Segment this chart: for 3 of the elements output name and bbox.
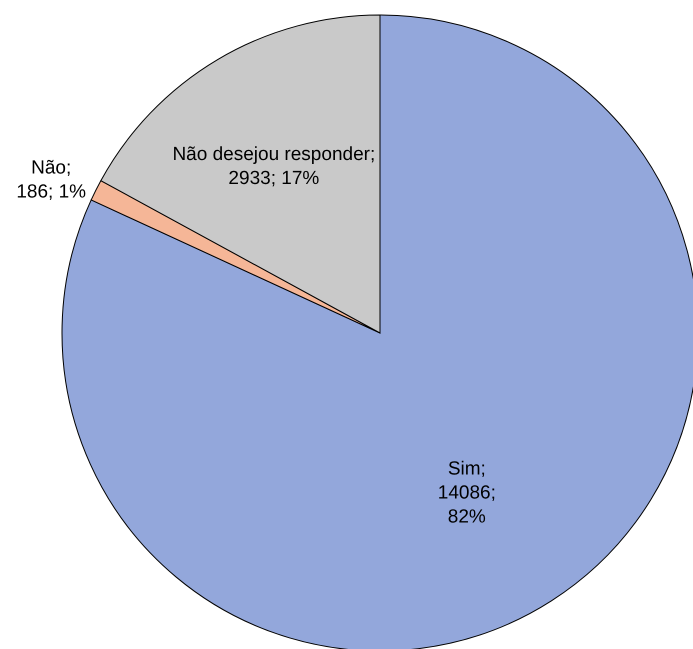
slice-label: Não; 186; 1%: [16, 158, 86, 203]
slice-label: Sim; 14086; 82%: [438, 458, 496, 528]
slice-label: Não desejou responder; 2933; 17%: [172, 144, 376, 190]
